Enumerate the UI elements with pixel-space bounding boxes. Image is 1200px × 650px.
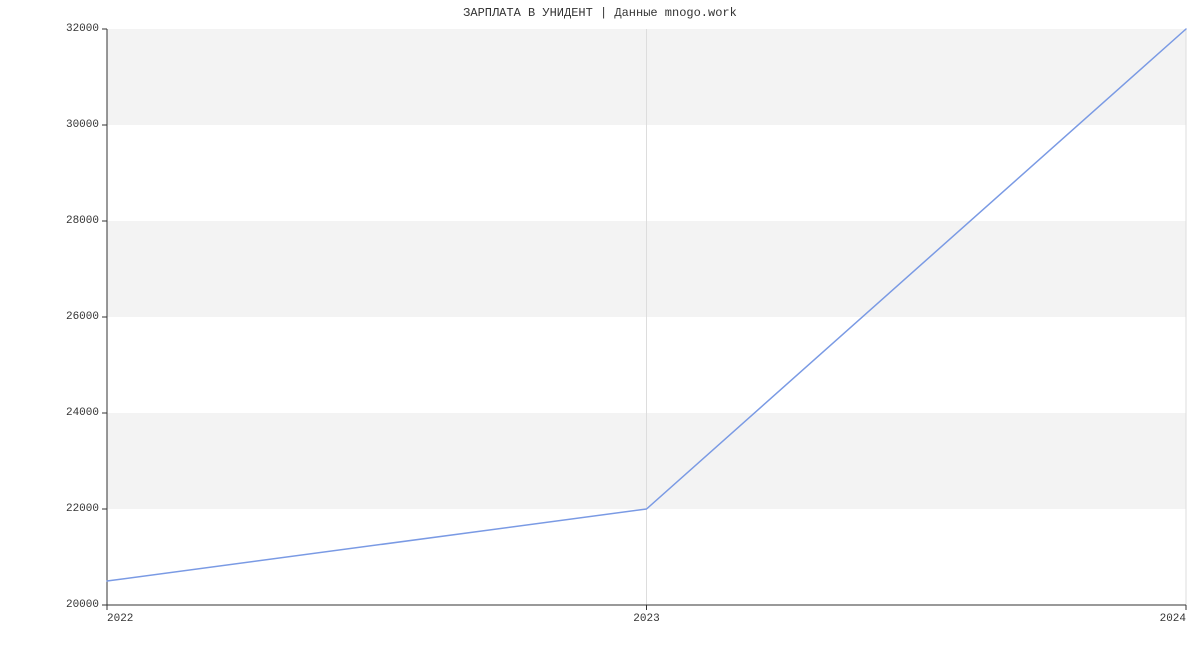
x-tick-label: 2022 [107, 613, 133, 625]
x-tick-label: 2024 [1160, 613, 1186, 625]
y-tick-label: 22000 [66, 503, 99, 515]
y-tick-label: 28000 [66, 215, 99, 227]
x-tick-label: 2023 [633, 613, 659, 625]
y-tick-label: 24000 [66, 407, 99, 419]
y-tick-label: 26000 [66, 311, 99, 323]
y-tick-label: 20000 [66, 599, 99, 611]
y-tick-label: 32000 [66, 23, 99, 35]
y-tick-label: 30000 [66, 119, 99, 131]
chart-canvas [0, 0, 1200, 650]
